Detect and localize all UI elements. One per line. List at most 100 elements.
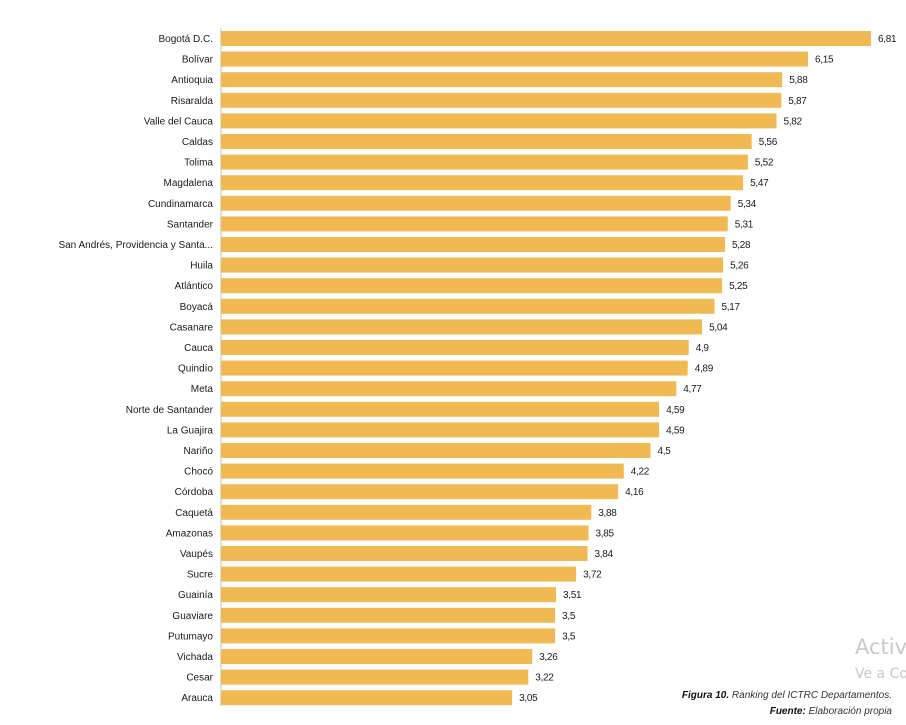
watermark-line-2: Ve a Configuración <box>855 666 906 682</box>
bar <box>221 278 723 294</box>
value-label: 3,88 <box>598 508 617 519</box>
category-label: Boyacá <box>180 302 214 313</box>
value-label: 4,77 <box>683 384 702 395</box>
value-label: 5,52 <box>755 158 774 169</box>
bar <box>221 422 660 438</box>
category-label: Cundinamarca <box>148 199 213 210</box>
bar <box>221 237 725 252</box>
category-label: Guaviare <box>172 611 213 622</box>
bar <box>221 649 533 664</box>
value-label: 5,26 <box>730 261 749 272</box>
bar <box>221 628 556 644</box>
bar <box>221 113 777 129</box>
value-label: 5,25 <box>729 281 748 292</box>
bar <box>221 92 782 108</box>
bar <box>221 525 589 541</box>
value-label: 5,47 <box>750 178 769 189</box>
value-label: 5,28 <box>732 240 751 251</box>
bar <box>221 566 577 582</box>
category-label: San Andrés, Providencia y Santa... <box>58 240 213 251</box>
category-label: Magdalena <box>164 178 214 189</box>
bar <box>221 51 808 67</box>
value-label: 5,87 <box>788 96 807 107</box>
category-label: Putumayo <box>168 631 213 642</box>
category-label: Norte de Santander <box>126 405 214 416</box>
category-label: Tolima <box>184 158 213 169</box>
source-text: Elaboración propia <box>805 706 892 717</box>
category-label: La Guajira <box>167 425 214 436</box>
category-labels-group: Bogotá D.C. Bolívar Antioquia Risaralda Vall… <box>58 34 213 704</box>
category-label: Arauca <box>181 693 213 704</box>
value-label: 3,05 <box>519 693 538 704</box>
value-label: 4,9 <box>696 343 710 354</box>
source-label: Fuente: <box>769 706 806 717</box>
category-label: Bolívar <box>182 55 214 66</box>
category-label: Huila <box>190 261 213 272</box>
category-label: Vaupés <box>180 549 213 560</box>
value-label: 3,26 <box>539 652 558 663</box>
figure-title-line: Figura 10. Ranking del ICTRC Departament… <box>622 688 892 704</box>
bar <box>221 690 513 706</box>
bars-group <box>221 31 871 706</box>
value-label: 3,85 <box>596 528 615 539</box>
category-label: Quindío <box>178 364 213 375</box>
category-label: Risaralda <box>171 96 214 107</box>
value-label: 4,16 <box>625 487 644 498</box>
bar <box>221 72 783 88</box>
bar <box>221 463 624 479</box>
value-label: 4,5 <box>658 446 672 457</box>
category-label: Casanare <box>170 322 214 333</box>
value-label: 4,89 <box>695 364 714 375</box>
category-label: Sucre <box>187 570 214 581</box>
value-label: 5,88 <box>789 75 808 86</box>
value-label: 5,04 <box>709 322 728 333</box>
bar <box>221 195 731 211</box>
value-label: 5,17 <box>722 302 741 313</box>
category-label: Cauca <box>184 343 213 354</box>
category-label: Meta <box>191 384 214 395</box>
category-label: Chocó <box>184 467 213 478</box>
bar <box>221 381 677 397</box>
value-label: 5,34 <box>738 199 757 210</box>
bar <box>221 546 588 561</box>
bar <box>221 175 744 191</box>
category-label: Amazonas <box>166 528 213 539</box>
category-label: Caldas <box>182 137 213 148</box>
watermark-line-1: Activar Windows <box>855 635 906 659</box>
category-label: Caquetá <box>175 508 213 519</box>
bar <box>221 587 556 603</box>
category-label: Vichada <box>177 652 213 663</box>
value-label: 4,59 <box>666 405 685 416</box>
bar <box>221 504 592 520</box>
bar <box>221 484 619 500</box>
bar <box>221 319 703 335</box>
bar <box>221 134 752 149</box>
bar <box>221 257 724 273</box>
bar <box>221 360 688 376</box>
category-label: Antioquia <box>171 75 213 86</box>
value-label: 3,84 <box>595 549 614 560</box>
figure-caption: Figura 10. Ranking del ICTRC Departament… <box>622 688 892 720</box>
bar <box>221 298 715 314</box>
value-label: 3,22 <box>535 673 554 684</box>
value-label: 5,31 <box>735 219 754 230</box>
bar <box>221 401 660 417</box>
bar <box>221 154 748 170</box>
category-label: Bogotá D.C. <box>159 34 213 45</box>
value-label: 4,59 <box>666 425 685 436</box>
category-label: Córdoba <box>175 487 214 498</box>
value-label: 5,82 <box>784 116 803 127</box>
value-label: 3,51 <box>563 590 582 601</box>
category-label: Nariño <box>184 446 214 457</box>
source-line: Fuente: Elaboración propia <box>622 704 892 720</box>
figure-text: Ranking del ICTRC Departamentos. <box>729 690 892 701</box>
category-label: Cesar <box>186 673 213 684</box>
bar <box>221 669 529 685</box>
category-label: Guainía <box>178 590 213 601</box>
category-label: Valle del Cauca <box>144 116 214 127</box>
bar <box>221 216 728 232</box>
value-label: 5,56 <box>759 137 778 148</box>
value-label: 3,5 <box>562 631 576 642</box>
value-label: 4,22 <box>631 467 650 478</box>
